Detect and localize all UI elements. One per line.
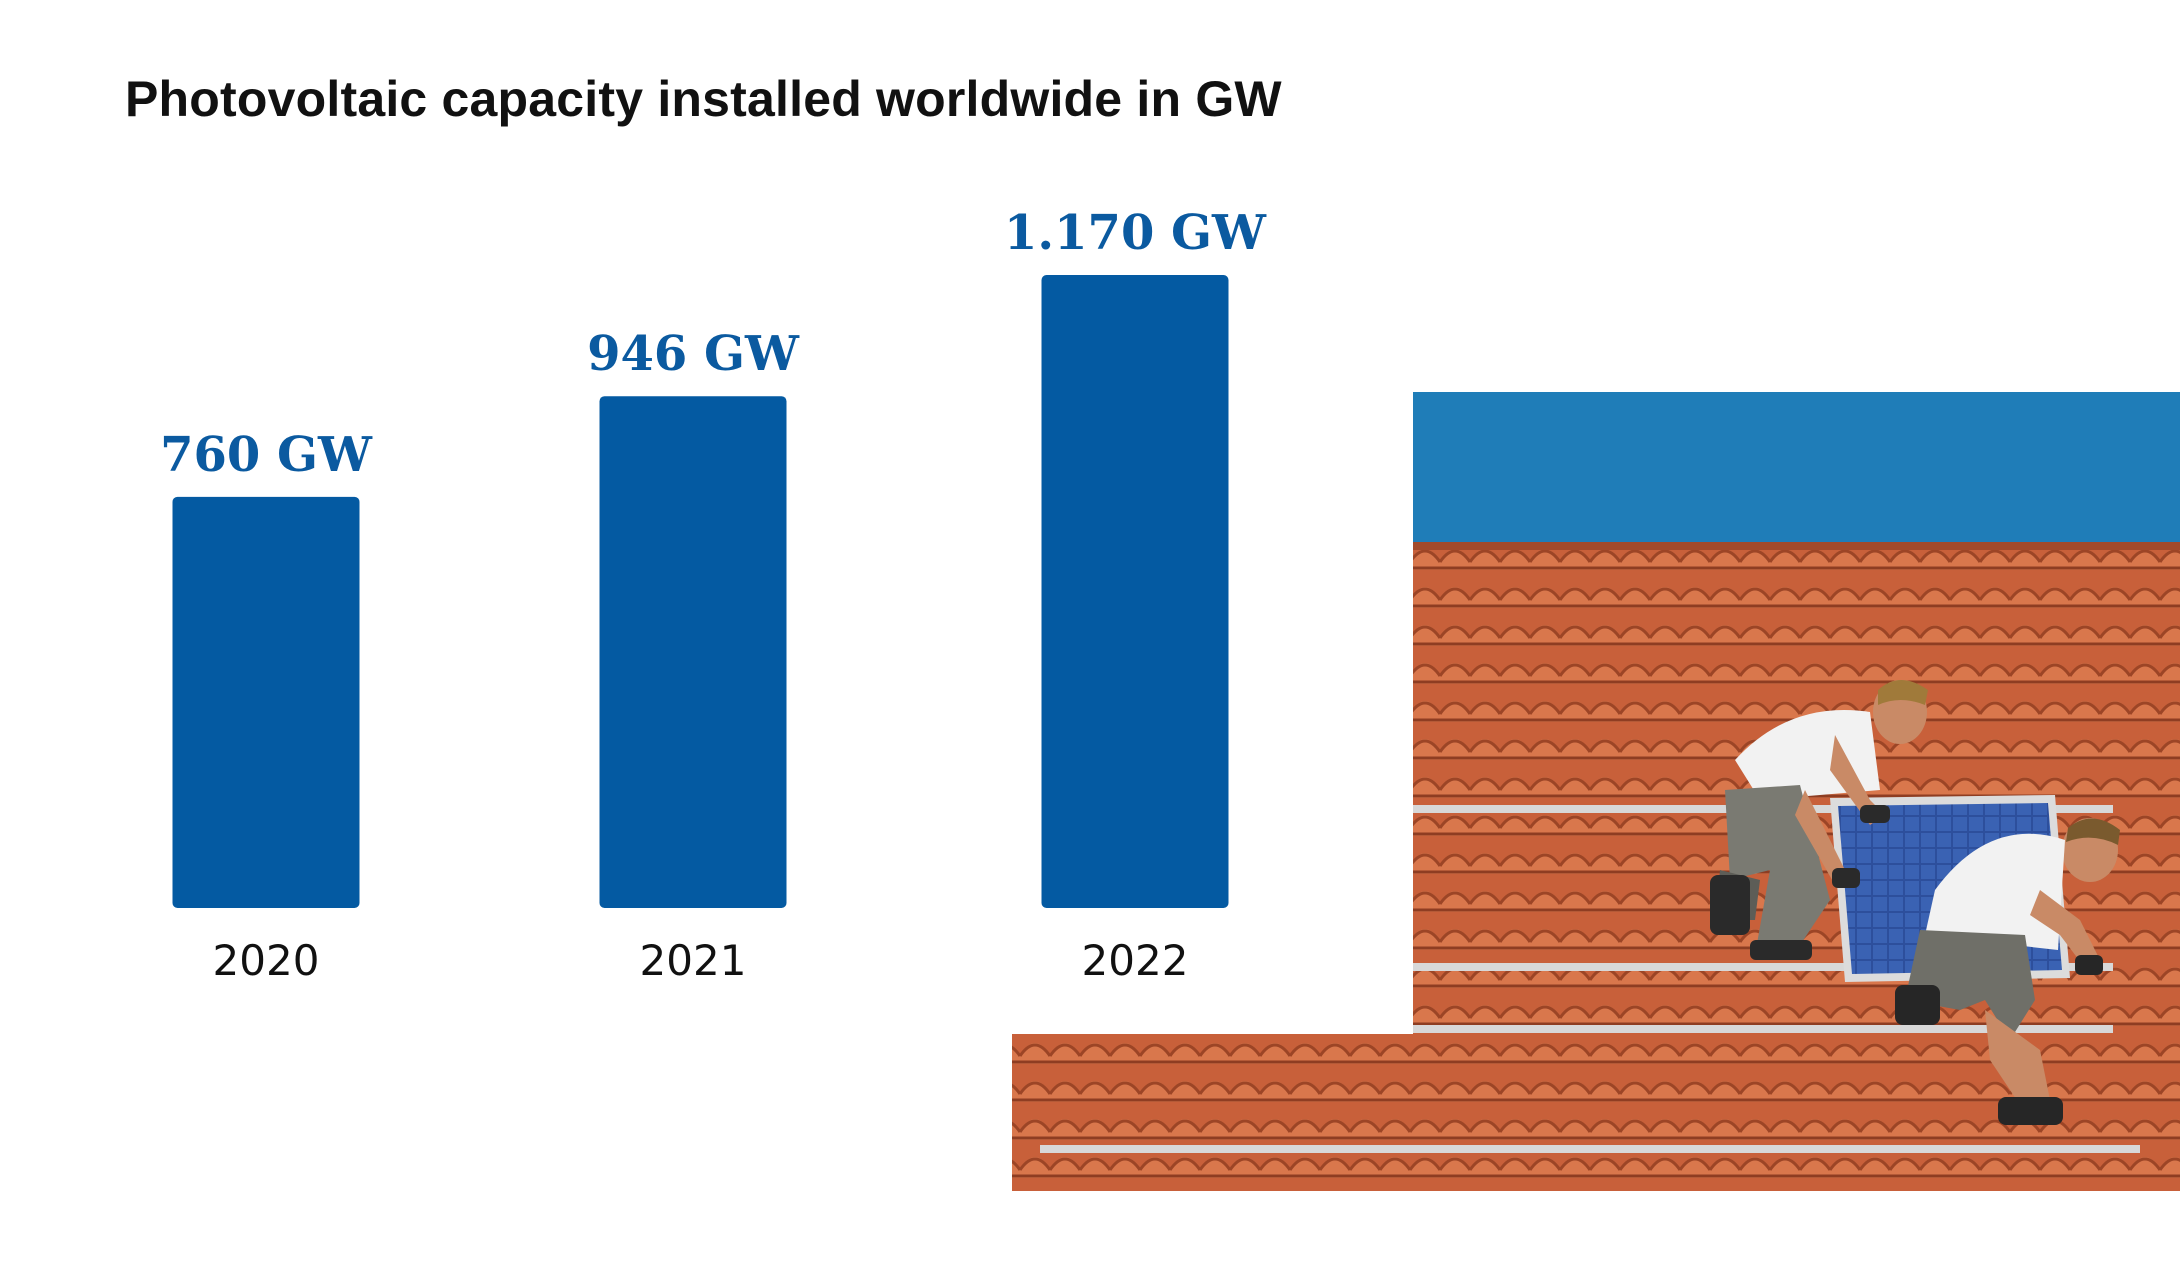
- worker-left: [1710, 680, 1928, 960]
- worker-right: [1895, 818, 2120, 1125]
- value-label-2021: 946 GW: [587, 326, 800, 382]
- roof-tiles-lower: [1012, 1034, 2180, 1191]
- category-label-2022: 2022: [1082, 936, 1189, 985]
- value-label-2022: 1.170 GW: [1004, 205, 1267, 261]
- sky: [1413, 392, 2180, 544]
- bar-2021: [599, 396, 787, 908]
- bar-2022: [1041, 275, 1229, 908]
- category-label-2021: 2021: [640, 936, 747, 985]
- value-label-2020: 760 GW: [160, 427, 373, 483]
- category-label-2020: 2020: [213, 936, 320, 985]
- chart-title: Photovoltaic capacity installed worldwid…: [125, 71, 1282, 127]
- bar-2020: [172, 496, 360, 908]
